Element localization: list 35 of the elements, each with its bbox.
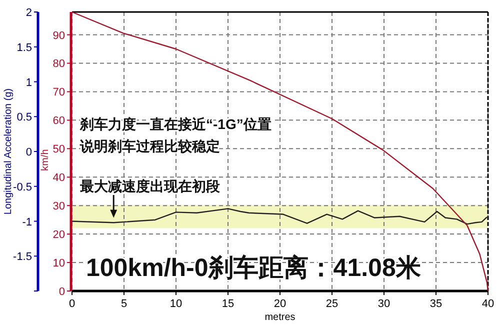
y2-axis-title: km/h [40, 149, 51, 171]
y2-tick-label: 70 [52, 86, 65, 99]
x-tick-label: 10 [170, 298, 182, 310]
y-tick-label: 1.5 [16, 42, 32, 54]
x-tick-label: 40 [482, 298, 494, 310]
y2-tick-label: 0 [58, 286, 65, 298]
x-tick-label: 15 [222, 298, 234, 310]
y-axis-title: Longitudinal Acceleration (g) [3, 88, 14, 215]
y-tick-label: -1.5 [13, 251, 32, 264]
y2-tick-label: 30 [52, 200, 65, 213]
y2-tick-label: 80 [52, 58, 65, 70]
annotation: 刹车力度一直在接近“-1G”位置 [79, 116, 272, 132]
x-tick-label: 25 [326, 298, 338, 310]
annotation: 最大减速度出现在初段 [79, 178, 221, 194]
y-tick-label: 1 [26, 76, 32, 89]
x-tick-label: 5 [120, 298, 128, 310]
y-tick-label: -1 [22, 216, 32, 228]
line-series [71, 208, 488, 225]
y-tick-label: 2 [26, 7, 32, 19]
y2-tick-label: 90 [52, 30, 65, 42]
y-tick-label: 0 [26, 146, 32, 158]
x-axis-title: metres [264, 312, 296, 323]
y2-tick-label: 40 [52, 172, 65, 184]
y2-tick-label: 20 [52, 229, 65, 242]
x-tick-label: 0 [68, 298, 76, 310]
y-tick-label: 0.5 [16, 112, 32, 124]
x-tick-label: 20 [274, 298, 286, 310]
x-tick-label: 35 [430, 298, 442, 310]
y-tick-label: -0.5 [13, 181, 32, 194]
annotation: 100km/h-0刹车距离：41.08米 [86, 254, 421, 282]
x-tick-label: 30 [378, 298, 390, 310]
line-series [71, 11, 489, 292]
y2-tick-label: 10 [52, 258, 65, 270]
y2-tick-label: 60 [52, 115, 65, 128]
y2-tick-label: 50 [52, 144, 65, 156]
